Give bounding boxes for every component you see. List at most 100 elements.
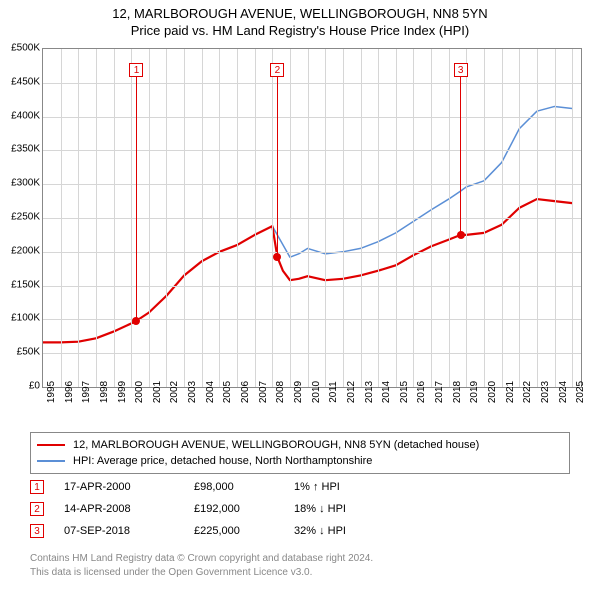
- legend-item-hpi: HPI: Average price, detached house, Nort…: [37, 453, 563, 469]
- gridline-v: [114, 49, 115, 387]
- x-tick-label: 2023: [540, 381, 551, 403]
- chart-marker-box-1: 1: [129, 63, 143, 77]
- gridline-h: [43, 252, 581, 253]
- x-tick-label: 1995: [46, 381, 57, 403]
- x-tick-label: 2024: [558, 381, 569, 403]
- x-tick-label: 1999: [117, 381, 128, 403]
- x-tick-label: 2004: [205, 381, 216, 403]
- footer: Contains HM Land Registry data © Crown c…: [30, 552, 373, 579]
- x-tick-label: 2013: [364, 381, 375, 403]
- sale-date-1: 17-APR-2000: [64, 481, 194, 493]
- legend-swatch-property: [37, 444, 65, 446]
- gridline-v: [61, 49, 62, 387]
- x-tick-label: 2017: [434, 381, 445, 403]
- sale-marker-2: 2: [30, 502, 44, 516]
- chart-marker-dot-2: [273, 253, 281, 261]
- legend-item-property: 12, MARLBOROUGH AVENUE, WELLINGBOROUGH, …: [37, 437, 563, 453]
- gridline-v: [484, 49, 485, 387]
- sale-marker-1: 1: [30, 480, 44, 494]
- footer-line2: This data is licensed under the Open Gov…: [30, 566, 373, 580]
- legend: 12, MARLBOROUGH AVENUE, WELLINGBOROUGH, …: [30, 432, 570, 474]
- gridline-v: [572, 49, 573, 387]
- y-tick-label: £200K: [0, 245, 40, 256]
- x-tick-label: 1996: [64, 381, 75, 403]
- sale-price-3: £225,000: [194, 525, 294, 537]
- title-line1: 12, MARLBOROUGH AVENUE, WELLINGBOROUGH, …: [0, 6, 600, 21]
- gridline-v: [361, 49, 362, 387]
- gridline-h: [43, 319, 581, 320]
- x-tick-label: 2025: [575, 381, 586, 403]
- gridline-v: [413, 49, 414, 387]
- gridline-v: [96, 49, 97, 387]
- gridline-v: [290, 49, 291, 387]
- gridline-v: [202, 49, 203, 387]
- y-tick-label: £500K: [0, 43, 40, 54]
- chart-marker-stem-2: [277, 77, 279, 257]
- gridline-v: [502, 49, 503, 387]
- x-tick-label: 1998: [99, 381, 110, 403]
- x-tick-label: 2002: [169, 381, 180, 403]
- y-tick-label: £250K: [0, 212, 40, 223]
- x-tick-label: 1997: [81, 381, 92, 403]
- title-line2: Price paid vs. HM Land Registry's House …: [0, 23, 600, 38]
- x-tick-label: 2010: [311, 381, 322, 403]
- chart-container: 12, MARLBOROUGH AVENUE, WELLINGBOROUGH, …: [0, 0, 600, 590]
- x-tick-label: 2011: [328, 381, 339, 403]
- gridline-v: [272, 49, 273, 387]
- gridline-v: [219, 49, 220, 387]
- sale-marker-3: 3: [30, 524, 44, 538]
- legend-label-hpi: HPI: Average price, detached house, Nort…: [73, 455, 372, 467]
- y-tick-label: £150K: [0, 279, 40, 290]
- x-tick-label: 2016: [416, 381, 427, 403]
- chart-marker-dot-1: [132, 317, 140, 325]
- x-tick-label: 2003: [187, 381, 198, 403]
- sale-date-3: 07-SEP-2018: [64, 525, 194, 537]
- gridline-v: [466, 49, 467, 387]
- x-tick-label: 2012: [346, 381, 357, 403]
- chart-marker-stem-1: [136, 77, 138, 321]
- footer-line1: Contains HM Land Registry data © Crown c…: [30, 552, 373, 566]
- gridline-h: [43, 117, 581, 118]
- chart-marker-stem-3: [460, 77, 462, 235]
- gridline-h: [43, 150, 581, 151]
- chart-marker-box-3: 3: [454, 63, 468, 77]
- gridline-v: [555, 49, 556, 387]
- x-tick-label: 2015: [399, 381, 410, 403]
- gridline-v: [78, 49, 79, 387]
- gridline-v: [325, 49, 326, 387]
- gridline-v: [519, 49, 520, 387]
- x-tick-label: 2009: [293, 381, 304, 403]
- legend-label-property: 12, MARLBOROUGH AVENUE, WELLINGBOROUGH, …: [73, 439, 479, 451]
- x-tick-label: 2000: [134, 381, 145, 403]
- gridline-v: [537, 49, 538, 387]
- gridline-v: [378, 49, 379, 387]
- gridline-v: [255, 49, 256, 387]
- y-tick-label: £350K: [0, 144, 40, 155]
- x-tick-label: 2006: [240, 381, 251, 403]
- y-tick-label: £0: [0, 381, 40, 392]
- x-tick-label: 2001: [152, 381, 163, 403]
- sale-row-2: 2 14-APR-2008 £192,000 18% ↓ HPI: [30, 498, 414, 520]
- gridline-v: [149, 49, 150, 387]
- gridline-v: [131, 49, 132, 387]
- gridline-v: [166, 49, 167, 387]
- gridline-v: [184, 49, 185, 387]
- y-tick-label: £450K: [0, 76, 40, 87]
- y-tick-label: £100K: [0, 313, 40, 324]
- gridline-v: [396, 49, 397, 387]
- x-tick-label: 2014: [381, 381, 392, 403]
- chart-marker-box-2: 2: [270, 63, 284, 77]
- y-tick-label: £400K: [0, 110, 40, 121]
- sale-price-2: £192,000: [194, 503, 294, 515]
- x-tick-label: 2008: [275, 381, 286, 403]
- x-tick-label: 2019: [469, 381, 480, 403]
- gridline-v: [449, 49, 450, 387]
- sale-delta-1: 1% ↑ HPI: [294, 481, 414, 493]
- gridline-h: [43, 184, 581, 185]
- gridline-h: [43, 218, 581, 219]
- legend-swatch-hpi: [37, 460, 65, 462]
- sale-row-1: 1 17-APR-2000 £98,000 1% ↑ HPI: [30, 476, 414, 498]
- x-tick-label: 2022: [522, 381, 533, 403]
- y-tick-label: £50K: [0, 347, 40, 358]
- chart-marker-dot-3: [457, 231, 465, 239]
